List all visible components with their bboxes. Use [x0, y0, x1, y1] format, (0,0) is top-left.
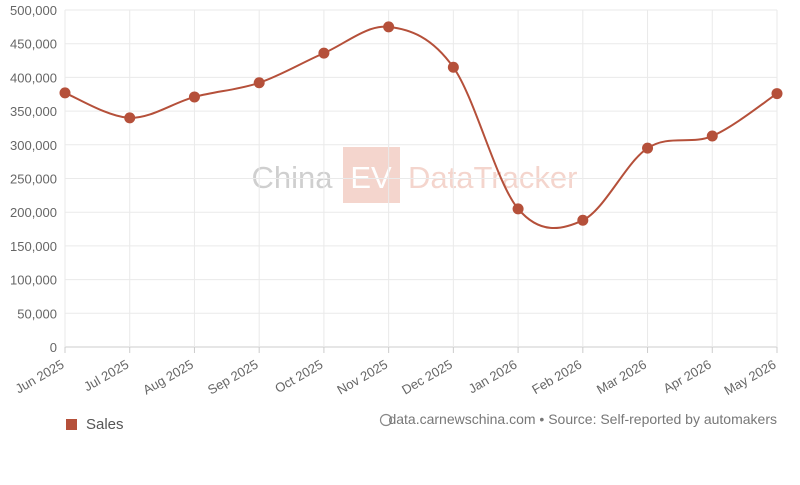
watermark: China EV DataTracker [252, 147, 577, 203]
x-tick-label: Jul 2025 [81, 357, 131, 395]
y-tick-label: 100,000 [10, 273, 57, 288]
x-tick-label: May 2026 [722, 357, 779, 399]
watermark-text: EV [350, 160, 392, 195]
point [771, 88, 783, 100]
x-tick-label: Aug 2025 [140, 357, 196, 398]
y-tick-label: 50,000 [17, 306, 57, 321]
source-text: data.carnewschina.com • Source: Self-rep… [388, 411, 777, 427]
point [642, 142, 654, 154]
line [64, 25, 778, 230]
point [512, 203, 524, 215]
y-tick-label: 0 [50, 340, 57, 355]
watermark-box [343, 147, 400, 203]
x-tick-label: Jun 2025 [13, 357, 67, 397]
watermark-text: DataTracker [408, 160, 577, 195]
y-tick-label: 300,000 [10, 138, 57, 153]
point [447, 61, 459, 73]
y-tick-label: 400,000 [10, 70, 57, 85]
y-tick-label: 350,000 [10, 104, 57, 119]
watermark-text: China [252, 160, 334, 195]
point [59, 87, 71, 99]
point [577, 214, 589, 226]
x-tick-label: Oct 2025 [272, 357, 325, 396]
x-tick-label: Dec 2025 [399, 357, 455, 398]
point [124, 112, 136, 124]
x-tick-label: Nov 2025 [334, 357, 390, 398]
y-tick-label: 450,000 [10, 37, 57, 52]
legend-label: Sales [86, 416, 124, 433]
point [706, 130, 718, 142]
point [188, 91, 200, 103]
y-tick-label: 500,000 [10, 3, 57, 18]
point [318, 47, 330, 59]
point [383, 21, 395, 33]
x-tick-label: Feb 2026 [529, 357, 584, 397]
x-tick-label: Apr 2026 [661, 357, 714, 396]
x-tick-label: Sep 2025 [205, 357, 261, 398]
x-tick-label: Jan 2026 [466, 357, 520, 397]
point [253, 77, 265, 89]
legend-swatch [66, 419, 77, 430]
y-tick-label: 150,000 [10, 239, 57, 254]
source-icon [379, 413, 393, 427]
y-tick-label: 250,000 [10, 172, 57, 187]
x-tick-label: Mar 2026 [594, 357, 649, 397]
y-tick-label: 200,000 [10, 205, 57, 220]
